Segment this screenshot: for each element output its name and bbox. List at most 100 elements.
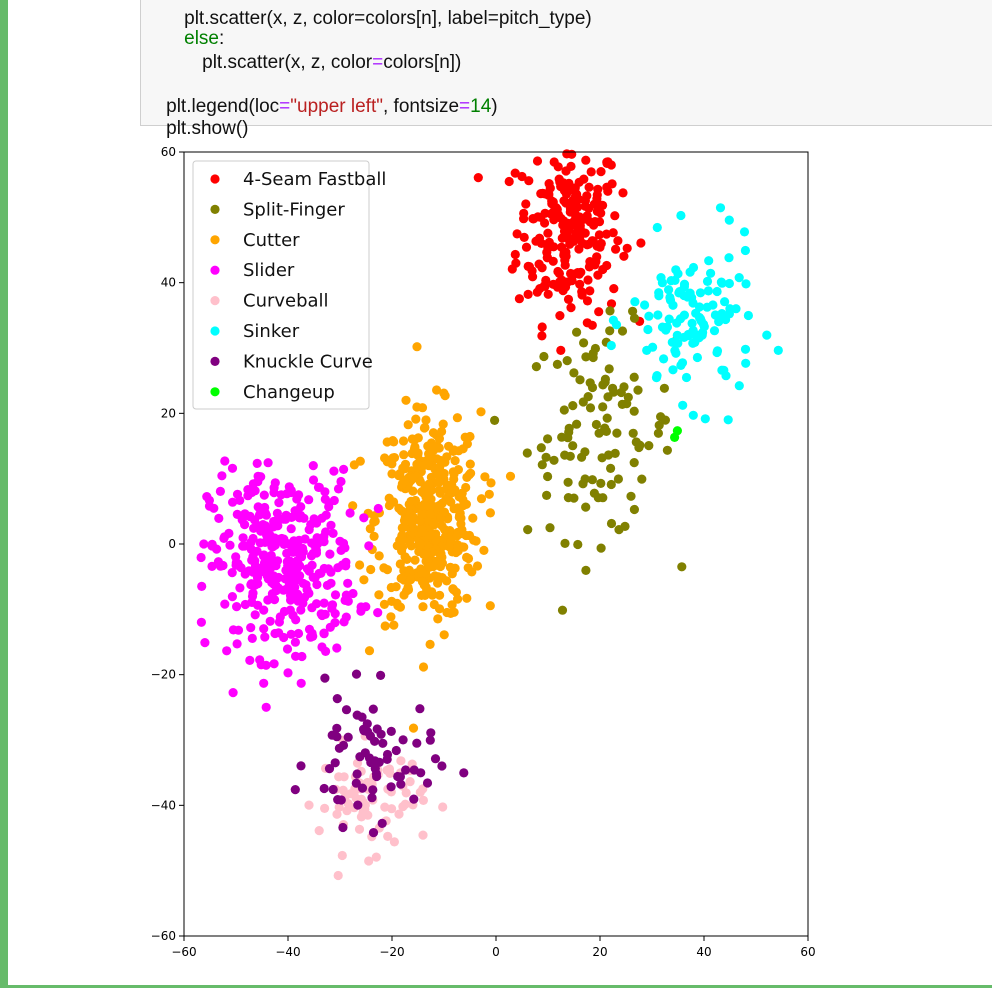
scatter-point [320, 487, 330, 497]
cell-output: −60 −40 −20 0 20 40 60 60 40 20 0 −20 −40 −60 4-Seam F… [140, 140, 840, 970]
scatter-point [228, 688, 238, 698]
code-editor[interactable]: plt.scatter(x, z, color=colors[n], label… [140, 0, 992, 139]
scatter-point [333, 795, 343, 805]
scatter-point [685, 288, 695, 298]
scatter-point [740, 245, 751, 256]
scatter-point [333, 484, 344, 494]
legend-label: Split-Finger [243, 199, 345, 220]
scatter-point [306, 632, 316, 642]
scatter-point [371, 852, 381, 862]
scatter-point [387, 459, 397, 469]
scatter-point [562, 149, 572, 159]
scatter-point [246, 623, 256, 633]
scatter-point [227, 592, 237, 602]
scatter-point [652, 371, 662, 381]
scatter-point [413, 433, 423, 443]
scatter-point [652, 222, 662, 233]
scatter-point [387, 469, 397, 479]
scatter-point [236, 563, 246, 573]
scatter-point [660, 415, 671, 425]
scatter-point [561, 251, 571, 261]
scatter-point [437, 761, 447, 771]
scatter-point [453, 594, 463, 604]
scatter-point [319, 532, 329, 542]
scatter-point [295, 513, 305, 523]
scatter-point [394, 503, 404, 513]
scatter-point [740, 344, 751, 354]
scatter-point [246, 544, 256, 554]
scatter-point [199, 539, 209, 549]
scatter-point [612, 428, 622, 438]
scatter-point [338, 538, 349, 548]
scatter-point [282, 644, 293, 654]
scatter-point [490, 415, 500, 425]
scatter-point [419, 549, 429, 559]
scatter-point [659, 354, 669, 364]
scatter-point [575, 221, 585, 231]
scatter-point [710, 310, 721, 320]
scatter-point [537, 322, 547, 332]
code-line-legend: plt.legend(loc="upper left", fontsize=14… [145, 74, 497, 117]
scatter-point [654, 420, 664, 430]
scatter-point [585, 403, 596, 413]
scatter-point [694, 302, 705, 312]
scatter-point [354, 824, 365, 834]
scatter-point [450, 563, 460, 573]
scatter-point [704, 256, 714, 266]
scatter-point [523, 289, 533, 299]
scatter-point [330, 609, 340, 619]
legend-label: Slider [243, 260, 295, 281]
scatter-point [628, 428, 638, 438]
scatter-point [267, 589, 277, 599]
scatter-point [519, 208, 529, 218]
scatter-point [678, 400, 688, 410]
scatter-point [473, 173, 483, 183]
scatter-point [524, 176, 534, 186]
scatter-point [731, 304, 741, 314]
y-tick-label: 60 [161, 145, 176, 159]
scatter-point [380, 802, 390, 812]
scatter-point [396, 573, 406, 583]
scatter-point [283, 668, 293, 678]
scatter-point [297, 552, 307, 562]
scatter-point [351, 669, 362, 679]
scatter-point [597, 453, 607, 463]
scatter-point [688, 410, 698, 420]
scatter-point [702, 276, 713, 286]
scatter-point [510, 249, 520, 260]
scatter-point [432, 385, 442, 395]
scatter-point [359, 513, 369, 523]
scatter-point [563, 493, 573, 503]
scatter-point [225, 540, 235, 550]
scatter-point [196, 617, 206, 627]
scatter-point [332, 694, 342, 704]
legend-marker [210, 387, 220, 397]
code-line-2-eq: = [372, 52, 384, 73]
scatter-point [600, 374, 610, 384]
code-line-3-num: 14 [470, 96, 492, 117]
scatter-point [317, 642, 327, 652]
x-tick-label: −60 [171, 945, 196, 959]
scatter-point [342, 806, 352, 816]
scatter-point [252, 573, 263, 583]
scatter-point [396, 779, 406, 789]
scatter-point [417, 577, 428, 587]
legend-marker [210, 296, 220, 306]
scatter-point [326, 520, 336, 530]
scatter-point [585, 217, 595, 227]
scatter-point [549, 455, 559, 465]
scatter-point [629, 458, 639, 468]
scatter-point [692, 352, 703, 363]
scatter-point [524, 262, 534, 272]
scatter-point [461, 530, 471, 541]
scatter-point [351, 778, 361, 788]
scatter-point [430, 754, 441, 764]
scatter-point [262, 530, 272, 540]
scatter-point [312, 579, 322, 590]
scatter-point [419, 460, 430, 470]
scatter-point [535, 284, 545, 294]
points-layer [196, 149, 783, 881]
scatter-point [579, 174, 589, 184]
scatter-point [289, 591, 299, 601]
